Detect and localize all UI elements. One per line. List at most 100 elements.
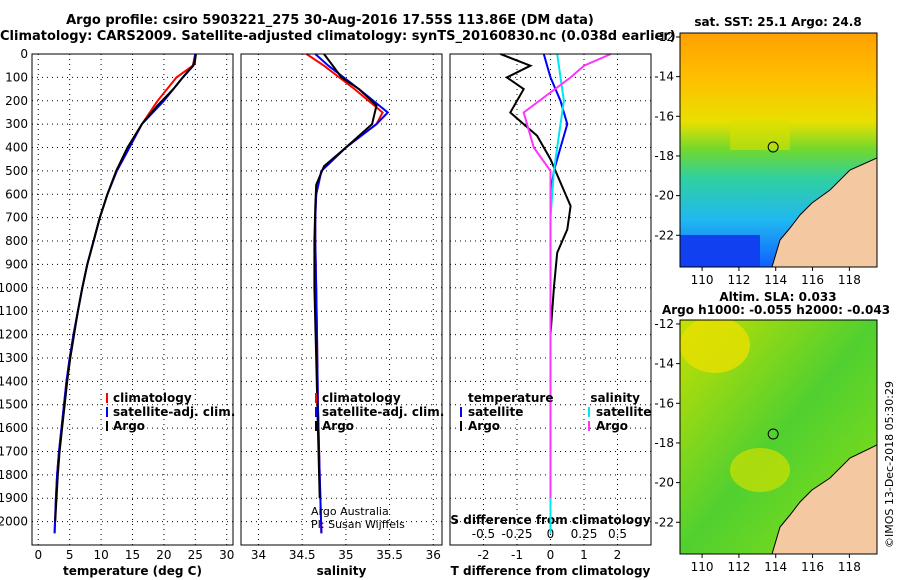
panel-difference: -2 -1 0 1 2-0.5 -0.25 0 0.25 0.5S difference fro… — [449, 53, 652, 578]
x-tick-label: 15 — [125, 548, 140, 562]
series-satellite-adj--clim- — [53, 53, 197, 534]
map-y-tick-label: -18 — [654, 149, 674, 163]
x-tick-label: 34 — [251, 548, 266, 562]
x-tick-label: 25 — [188, 548, 203, 562]
x-tick-label: 10 — [93, 548, 108, 562]
legend-label: Argo — [468, 419, 500, 433]
sst-land — [771, 157, 877, 267]
x-tick-label: -2 — [478, 548, 490, 562]
map-x-tick-label: 110 — [691, 273, 714, 287]
legend-label: Argo — [322, 419, 354, 433]
figure-title-line1: Argo profile: csiro 5903221_275 30-Aug-2… — [66, 13, 594, 28]
y-tick-label: 1100 — [0, 304, 28, 318]
y-tick-label: 700 — [5, 211, 28, 225]
map-x-tick-label: 116 — [801, 273, 824, 287]
x-axis-label: temperature (deg C) — [63, 564, 202, 578]
series-climatology — [53, 53, 197, 534]
map-y-tick-label: -16 — [654, 396, 674, 410]
y-tick-label: 400 — [5, 141, 28, 155]
sla-high-patch — [730, 448, 790, 492]
x-axis-label: salinity — [317, 564, 367, 578]
map-y-tick-label: -22 — [654, 515, 674, 529]
sla-map: Altim. SLA: 0.033 Argo h1000: -0.055 h20… — [654, 290, 890, 574]
s-tick-label: 0.25 — [571, 527, 598, 541]
sst-cold-patch — [680, 235, 760, 267]
y-tick-label: 1900 — [0, 491, 28, 505]
y-tick-label: 200 — [5, 94, 28, 108]
series-argo — [54, 53, 197, 522]
y-tick-label: 0 — [20, 47, 28, 61]
map-x-tick-label: 112 — [727, 273, 750, 287]
x-tick-label: 36 — [426, 548, 441, 562]
legend-label: satellite-adj. clim. — [322, 405, 444, 419]
map-y-tick-label: -12 — [654, 30, 674, 44]
x-tick-label: 1 — [580, 548, 588, 562]
y-tick-label: 1700 — [0, 444, 28, 458]
y-tick-label: 1600 — [0, 421, 28, 435]
panel-frame — [31, 53, 234, 546]
x-tick-label: 2 — [614, 548, 622, 562]
map-x-tick-label: 118 — [838, 560, 861, 574]
x-axis-label: T difference from climatology — [451, 564, 651, 578]
legend-label: climatology — [322, 391, 401, 405]
legend-title: temperature — [468, 391, 553, 405]
sla-map-title: Altim. SLA: 0.033 — [719, 290, 836, 304]
figure-title-line2: Climatology: CARS2009. Satellite-adjuste… — [0, 29, 676, 44]
x-tick-label: 20 — [156, 548, 171, 562]
s-tick-label: -0.5 — [472, 527, 495, 541]
y-tick-label: 1000 — [0, 281, 28, 295]
map-x-tick-label: 114 — [764, 273, 787, 287]
sla-land — [771, 444, 877, 554]
y-tick-label: 1300 — [0, 351, 28, 365]
panel-frame — [449, 53, 652, 546]
x-tick-label: 34.5 — [289, 548, 316, 562]
series-argo — [499, 53, 572, 499]
x-tick-label: 35.5 — [376, 548, 403, 562]
y-tick-label: 600 — [5, 187, 28, 201]
map-y-tick-label: -22 — [654, 228, 674, 242]
map-x-tick-label: 118 — [838, 273, 861, 287]
map-y-tick-label: -14 — [654, 70, 674, 84]
sst-warm-patch — [730, 120, 790, 150]
series-argo — [313, 53, 378, 499]
y-tick-label: 800 — [5, 234, 28, 248]
map-x-tick-label: 110 — [691, 560, 714, 574]
sla-frame — [679, 319, 878, 555]
y-tick-label: 100 — [5, 70, 28, 84]
map-y-tick-label: -16 — [654, 109, 674, 123]
x-tick-label: 35 — [338, 548, 353, 562]
panel-temperature: 0100200300400500600700800900100011001200… — [0, 47, 235, 578]
s-tick-label: 0 — [547, 527, 555, 541]
sla-high-patch — [680, 320, 750, 373]
map-y-tick-label: -20 — [654, 189, 674, 203]
sst-profile-marker — [767, 141, 779, 153]
y-tick-label: 1500 — [0, 398, 28, 412]
legend-label: climatology — [113, 391, 192, 405]
credit-line2: PI: Susan Wijffels — [311, 518, 405, 531]
sst-map-title: sat. SST: 25.1 Argo: 24.8 — [694, 15, 861, 29]
panel-frame — [240, 53, 443, 546]
map-y-tick-label: -12 — [654, 317, 674, 331]
legend-label: satellite — [468, 405, 523, 419]
x-tick-label: 5 — [66, 548, 74, 562]
y-tick-label: 500 — [5, 164, 28, 178]
y-tick-label: 900 — [5, 257, 28, 271]
series-satellite-adj--clim- — [314, 53, 390, 534]
map-y-tick-label: -18 — [654, 436, 674, 450]
x-tick-label: 0 — [547, 548, 555, 562]
map-y-tick-label: -14 — [654, 357, 674, 371]
s-tick-label: 0.5 — [608, 527, 627, 541]
x-tick-label: -1 — [511, 548, 523, 562]
panel-salinity: 34 34.5 35 35.5 36 salinity climatologysatelli… — [240, 53, 444, 578]
y-tick-label: 300 — [5, 117, 28, 131]
map-x-tick-label: 114 — [764, 560, 787, 574]
sst-map: sat. SST: 25.1 Argo: 24.8 -12 -14 -16 -18 -2… — [654, 15, 878, 287]
x-tick-label: 30 — [219, 548, 234, 562]
timestamp-stamp: ©IMOS 13-Dec-2018 05:30:29 — [883, 381, 896, 548]
y-tick-label: 1800 — [0, 468, 28, 482]
y-tick-label: 2000 — [0, 515, 28, 529]
legend-label: satellite-adj. clim. — [113, 405, 235, 419]
sla-map-subtitle: Argo h1000: -0.055 h2000: -0.043 — [662, 303, 890, 317]
legend-title: salinity — [590, 391, 640, 405]
